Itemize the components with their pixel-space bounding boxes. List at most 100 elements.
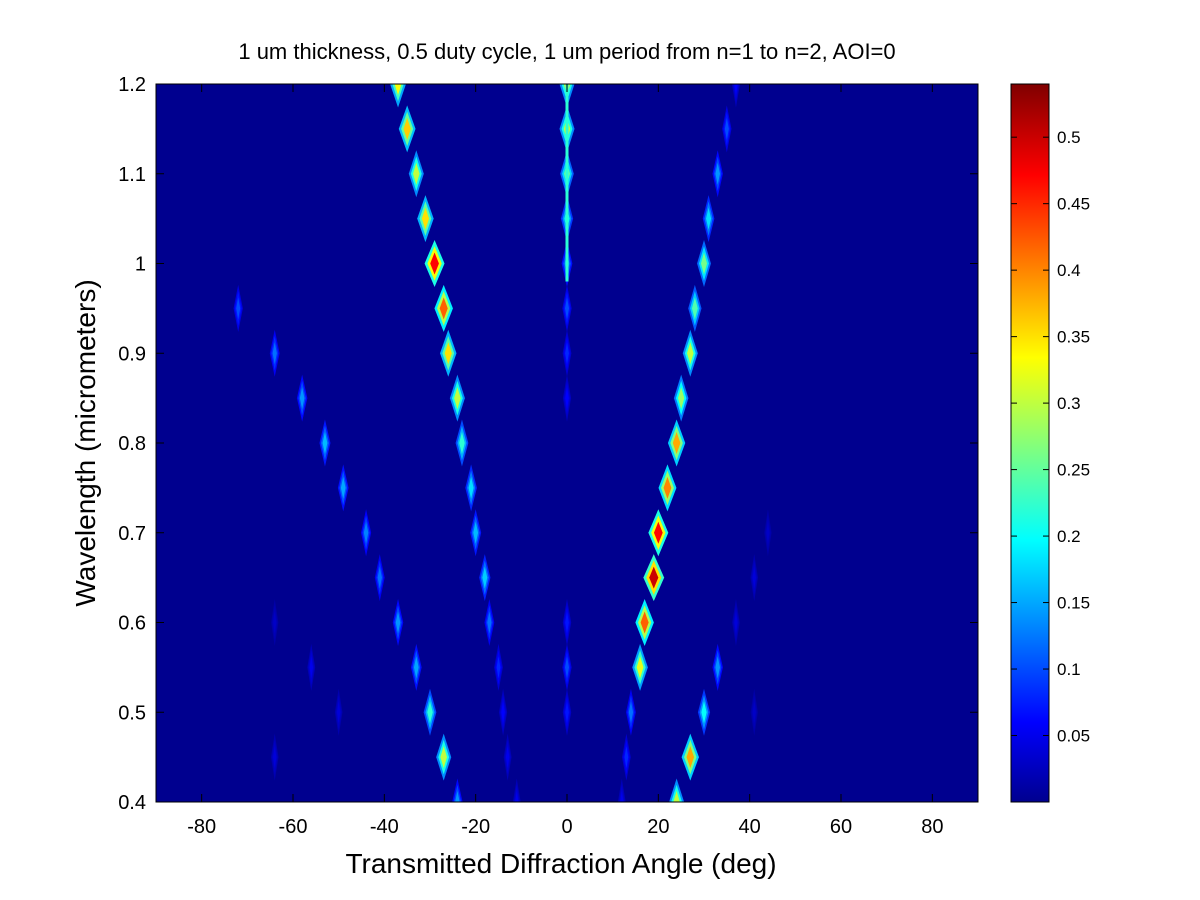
diffraction-peak xyxy=(334,688,343,736)
diffraction-peak xyxy=(307,643,316,691)
diffraction-peak xyxy=(688,284,702,332)
diffraction-peak xyxy=(750,688,758,736)
colorbar-tick-label: 0.05 xyxy=(1057,727,1090,746)
diffraction-peak xyxy=(562,374,572,422)
diffraction-peak xyxy=(494,643,503,691)
diffraction-peak xyxy=(702,195,715,243)
diffraction-peak xyxy=(722,105,732,153)
diffraction-peak xyxy=(270,733,279,781)
y-axis-ticks: 0.4 0.5 0.6 0.7 0.8 0.9 1 1.1 1.2 xyxy=(118,74,978,814)
diffraction-peak xyxy=(449,374,465,422)
diffraction-peak xyxy=(470,509,482,557)
diffraction-peak xyxy=(440,329,457,377)
diffraction-peak xyxy=(626,688,636,736)
diffraction-peak xyxy=(479,554,491,602)
colorbar-tick-label: 0.5 xyxy=(1057,128,1081,147)
diffraction-peak xyxy=(681,733,699,781)
colorbar xyxy=(1010,83,1050,803)
diffraction-peak xyxy=(764,509,772,557)
diffraction-peak xyxy=(732,598,740,647)
x-tick-label: -20 xyxy=(461,816,490,838)
x-axis-ticks: -80 -60 -40 -20 0 20 40 60 80 xyxy=(187,84,943,838)
diffraction-peak xyxy=(712,150,723,198)
y-tick-label: 0.8 xyxy=(118,433,146,455)
diffraction-peak xyxy=(622,733,631,781)
diffraction-peak xyxy=(667,419,686,467)
y-axis-title: Wavelength (micrometers) xyxy=(70,279,101,606)
x-tick-label: -40 xyxy=(370,816,399,838)
diffraction-peak xyxy=(682,329,698,377)
diffraction-peak xyxy=(697,688,711,736)
diffraction-peak xyxy=(424,239,445,288)
colorbar-ticks: 0.05 0.1 0.15 0.2 0.25 0.3 0.35 0.4 0.45 0.5 xyxy=(1011,128,1090,746)
x-tick-label: 40 xyxy=(739,816,761,838)
diffraction-peak xyxy=(410,643,422,691)
y-tick-label: 1.1 xyxy=(118,164,146,186)
colorbar-tick-label: 0.25 xyxy=(1057,461,1090,480)
colorbar-tick-label: 0.45 xyxy=(1057,195,1090,214)
colorbar-tick-label: 0.1 xyxy=(1057,660,1081,679)
x-tick-label: -80 xyxy=(187,816,216,838)
diffraction-peak xyxy=(484,598,495,647)
y-tick-label: 0.5 xyxy=(118,702,146,724)
diffraction-peak xyxy=(337,464,349,512)
diffraction-peak xyxy=(269,329,280,377)
x-axis-title: Transmitted Diffraction Angle (deg) xyxy=(345,848,776,879)
diffraction-peak xyxy=(617,778,626,802)
y-tick-label: 1 xyxy=(135,254,146,276)
y-tick-label: 0.7 xyxy=(118,523,146,545)
x-tick-label: 60 xyxy=(830,816,852,838)
y-tick-label: 1.2 xyxy=(118,74,146,96)
diffraction-peak xyxy=(452,778,463,802)
colorbar-tick-label: 0.2 xyxy=(1057,527,1081,546)
x-tick-label: 20 xyxy=(647,816,669,838)
diffraction-peak xyxy=(648,509,669,557)
diffraction-peak xyxy=(408,150,424,198)
x-tick-label: 80 xyxy=(921,816,943,838)
chart-title: 1 um thickness, 0.5 duty cycle, 1 um per… xyxy=(238,39,895,64)
x-tick-label: 0 xyxy=(561,816,572,838)
diffraction-peak xyxy=(562,284,572,332)
colorbar-tick-label: 0.35 xyxy=(1057,328,1090,347)
diffraction-peak xyxy=(512,778,521,802)
heatmap-marks xyxy=(233,84,772,802)
diffraction-peak xyxy=(455,419,469,467)
diffraction-peak xyxy=(436,733,452,781)
diffraction-peak xyxy=(712,643,723,691)
diffraction-peak xyxy=(434,284,453,332)
colorbar-tick-label: 0.3 xyxy=(1057,394,1081,413)
y-tick-label: 0.6 xyxy=(118,613,146,635)
diffraction-peak xyxy=(271,598,279,647)
diffraction-peak xyxy=(374,554,385,602)
diffraction-peak xyxy=(390,84,406,108)
diffraction-peak xyxy=(465,464,477,512)
diffraction-peak xyxy=(499,688,508,736)
diffraction-peak xyxy=(562,643,572,691)
diffraction-peak xyxy=(731,84,741,108)
diffraction-peak xyxy=(296,374,308,422)
diffraction-peak xyxy=(562,688,572,736)
y-tick-label: 0.4 xyxy=(118,792,146,814)
colorbar-tick-label: 0.4 xyxy=(1057,261,1081,280)
diffraction-peak xyxy=(673,374,689,422)
diffraction-peak xyxy=(632,643,648,691)
diffraction-peak xyxy=(669,778,685,802)
diffraction-peak xyxy=(360,509,372,557)
y-tick-label: 0.9 xyxy=(118,343,146,365)
diffraction-peak xyxy=(423,688,437,736)
diffraction-peak xyxy=(392,598,404,647)
diffraction-peak xyxy=(635,598,654,647)
diffraction-peak xyxy=(319,419,331,467)
diffraction-peak xyxy=(417,195,434,243)
colorbar-tick-label: 0.15 xyxy=(1057,594,1090,613)
diffraction-peak xyxy=(562,329,572,377)
diffraction-peak xyxy=(233,284,243,332)
diffraction-peak xyxy=(750,554,759,602)
diffraction-peak xyxy=(562,598,572,647)
diffraction-peak xyxy=(658,464,677,512)
x-tick-label: -60 xyxy=(279,816,308,838)
diffraction-peak xyxy=(503,733,512,781)
diffraction-peak xyxy=(697,239,711,288)
diffraction-peak xyxy=(398,105,416,153)
